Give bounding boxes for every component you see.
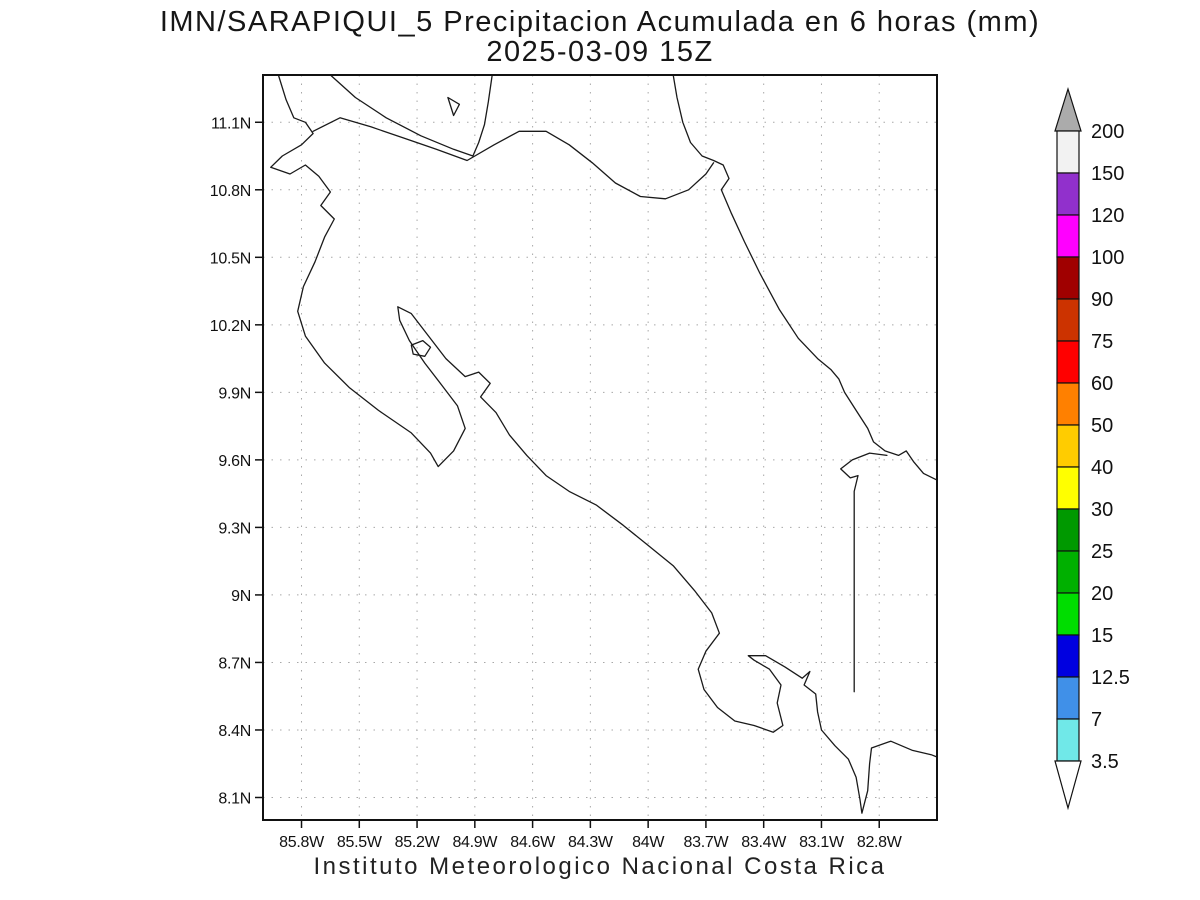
- colorbar-segment: [1056, 634, 1080, 678]
- colorbar-label: 40: [1091, 457, 1113, 479]
- lat-tick-label: 10.8N: [210, 183, 251, 200]
- colorbar-label: 200: [1091, 121, 1124, 143]
- lat-tick-label: 10.5N: [210, 250, 251, 267]
- colorbar-label: 150: [1091, 163, 1124, 185]
- map-valid-time: 2025-03-09 15Z: [486, 36, 714, 68]
- colorbar-segment: [1056, 676, 1080, 720]
- colorbar-arrow-down-icon: [1054, 760, 1082, 811]
- colorbar-segment: [1056, 592, 1080, 636]
- map-title: IMN/SARAPIQUI_5 Precipitacion Acumulada …: [159, 6, 1041, 38]
- lon-tick-label: 84.3W: [568, 834, 614, 851]
- lon-tick-label: 83.7W: [684, 834, 730, 851]
- coastline-caribbean-coast: [672, 74, 938, 481]
- lon-tick-label: 83.1W: [799, 834, 845, 851]
- lon-tick-label: 82.8W: [857, 834, 903, 851]
- colorbar-segment: [1056, 298, 1080, 342]
- colorbar-label: 75: [1091, 331, 1113, 353]
- coastline-nicaragua-border-san-juan-river: [312, 117, 715, 200]
- colorbar-label: 120: [1091, 205, 1124, 227]
- coastline-lake-island: [447, 96, 461, 117]
- colorbar-segment: [1056, 466, 1080, 510]
- lat-tick-label: 9.9N: [218, 385, 251, 402]
- coastline-pacific-coast: [270, 74, 938, 814]
- lat-tick-label: 11.1N: [211, 115, 251, 132]
- coastline-panama-border: [840, 452, 888, 693]
- colorbar-label: 50: [1091, 415, 1113, 437]
- lat-tick-label: 10.2N: [210, 318, 251, 335]
- lon-tick-label: 84.6W: [510, 834, 556, 851]
- colorbar-label: 15: [1091, 625, 1113, 647]
- lon-tick-label: 84.9W: [452, 834, 498, 851]
- colorbar-label: 20: [1091, 583, 1113, 605]
- attribution-caption: Instituto Meteorologico Nacional Costa R…: [313, 853, 887, 880]
- colorbar-segment: [1056, 256, 1080, 300]
- colorbar-label: 7: [1091, 709, 1102, 731]
- colorbar-segment: [1056, 214, 1080, 258]
- colorbar-label: 25: [1091, 541, 1113, 563]
- colorbar-segment: [1056, 172, 1080, 216]
- lat-tick-label: 9.3N: [218, 520, 251, 537]
- lat-tick-label: 9.6N: [218, 453, 251, 470]
- coastline-lake-nicaragua-shore: [329, 74, 493, 157]
- plot-frame: [262, 74, 938, 821]
- colorbar-segment: [1056, 718, 1080, 762]
- colorbar-segment: [1056, 130, 1080, 174]
- lat-tick-label: 8.1N: [218, 790, 251, 807]
- colorbar-segment: [1056, 508, 1080, 552]
- lat-tick-label: 8.7N: [218, 655, 251, 672]
- colorbar-segment: [1056, 550, 1080, 594]
- colorbar-label: 3.5: [1091, 751, 1119, 773]
- lon-tick-label: 85.2W: [395, 834, 441, 851]
- colorbar-segment: [1056, 424, 1080, 468]
- lat-tick-label: 8.4N: [218, 723, 251, 740]
- colorbar-label: 90: [1091, 289, 1113, 311]
- lon-tick-label: 85.8W: [279, 834, 325, 851]
- lon-tick-label: 83.4W: [741, 834, 787, 851]
- lon-tick-label: 85.5W: [337, 834, 383, 851]
- colorbar-label: 30: [1091, 499, 1113, 521]
- colorbar-label: 100: [1091, 247, 1124, 269]
- lat-tick-label: 9N: [231, 588, 251, 605]
- colorbar-segment: [1056, 382, 1080, 426]
- colorbar-label: 12.5: [1091, 667, 1130, 689]
- lon-tick-label: 84W: [632, 834, 665, 851]
- colorbar-arrow-up-icon: [1054, 86, 1082, 132]
- coastline-chira-island: [410, 339, 432, 357]
- colorbar-label: 60: [1091, 373, 1113, 395]
- colorbar-segment: [1056, 340, 1080, 384]
